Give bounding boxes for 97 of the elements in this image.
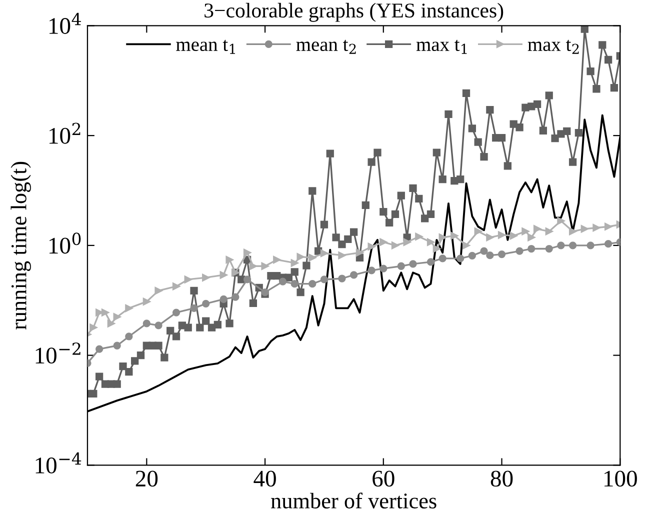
point bbox=[545, 244, 553, 253]
point bbox=[438, 254, 446, 262]
point bbox=[516, 247, 524, 255]
point bbox=[172, 282, 180, 290]
point bbox=[261, 262, 269, 270]
point bbox=[480, 247, 488, 255]
point bbox=[113, 342, 121, 350]
point bbox=[592, 224, 600, 232]
point bbox=[356, 248, 364, 256]
point bbox=[142, 298, 150, 306]
legend-label: mean t$_{2}$ bbox=[296, 40, 356, 54]
chart-title: 3−colorable graphs (YES instances) bbox=[204, 2, 504, 22]
point bbox=[113, 313, 121, 321]
point bbox=[226, 256, 234, 264]
point bbox=[320, 249, 328, 258]
point bbox=[486, 234, 494, 242]
point bbox=[498, 231, 506, 239]
point bbox=[308, 254, 316, 262]
x-tick-label: 80 bbox=[490, 470, 513, 487]
point bbox=[202, 300, 210, 308]
point bbox=[249, 262, 258, 270]
x-tick-label: 40 bbox=[254, 470, 276, 487]
legend-label: max t$_{2}$ bbox=[528, 40, 579, 54]
point bbox=[568, 228, 577, 236]
point bbox=[391, 242, 400, 250]
y-tick-label: 10$^{0}$ bbox=[50, 232, 81, 254]
point bbox=[243, 276, 252, 284]
point bbox=[338, 252, 346, 260]
point bbox=[320, 276, 328, 284]
point bbox=[273, 256, 281, 264]
point bbox=[101, 308, 110, 316]
point bbox=[243, 248, 252, 256]
point bbox=[232, 293, 240, 301]
point bbox=[107, 320, 115, 328]
point bbox=[154, 322, 162, 330]
y-axis-title: running time log(t) bbox=[10, 162, 31, 330]
point bbox=[172, 308, 180, 316]
point bbox=[415, 232, 423, 240]
point bbox=[278, 278, 287, 286]
point bbox=[403, 238, 411, 246]
point bbox=[380, 264, 388, 272]
point bbox=[142, 320, 150, 328]
point bbox=[290, 259, 298, 267]
point bbox=[220, 295, 228, 304]
point bbox=[557, 217, 565, 225]
point bbox=[604, 222, 612, 230]
point bbox=[468, 252, 476, 260]
legend-label: max t$_{1}$ bbox=[416, 40, 467, 54]
point bbox=[586, 242, 594, 250]
point bbox=[125, 332, 133, 340]
point bbox=[528, 234, 536, 242]
y-tick-label: 10$^{2}$ bbox=[50, 122, 80, 144]
point bbox=[290, 280, 298, 288]
point bbox=[350, 271, 358, 279]
point bbox=[462, 242, 470, 250]
y-tick-label: 10$^{−4}$ bbox=[36, 452, 82, 474]
point bbox=[568, 242, 577, 250]
point bbox=[557, 242, 565, 250]
point bbox=[125, 304, 133, 312]
point bbox=[296, 253, 304, 261]
point bbox=[220, 271, 228, 279]
point bbox=[409, 260, 417, 268]
point bbox=[533, 225, 542, 233]
point bbox=[308, 280, 316, 288]
point bbox=[498, 250, 506, 258]
point bbox=[368, 242, 376, 250]
point bbox=[580, 225, 588, 233]
point bbox=[474, 228, 482, 236]
x-tick-label: 100 bbox=[604, 470, 637, 487]
point bbox=[486, 252, 494, 260]
point bbox=[510, 232, 518, 240]
point bbox=[456, 254, 464, 262]
point bbox=[426, 238, 435, 246]
point bbox=[368, 266, 376, 274]
point bbox=[438, 234, 446, 242]
point bbox=[604, 240, 612, 248]
x-axis-title: number of vertices bbox=[271, 492, 436, 508]
point bbox=[545, 228, 553, 236]
point bbox=[190, 304, 198, 312]
point bbox=[202, 274, 210, 282]
point bbox=[522, 228, 530, 236]
x-tick-label: 60 bbox=[372, 470, 394, 487]
point bbox=[397, 262, 405, 270]
point bbox=[426, 258, 435, 266]
point bbox=[528, 244, 536, 253]
x-tick-label: 20 bbox=[136, 470, 158, 487]
point bbox=[432, 244, 440, 253]
y-tick-label: 10$^{−2}$ bbox=[36, 342, 80, 364]
y-tick-label: 10$^{4}$ bbox=[50, 12, 81, 34]
point bbox=[380, 238, 388, 246]
point bbox=[338, 274, 346, 282]
point bbox=[90, 324, 98, 332]
point bbox=[450, 232, 458, 240]
point bbox=[184, 276, 192, 284]
point bbox=[95, 345, 104, 353]
point bbox=[154, 286, 162, 295]
legend-label: mean t$_{1}$ bbox=[176, 40, 235, 54]
